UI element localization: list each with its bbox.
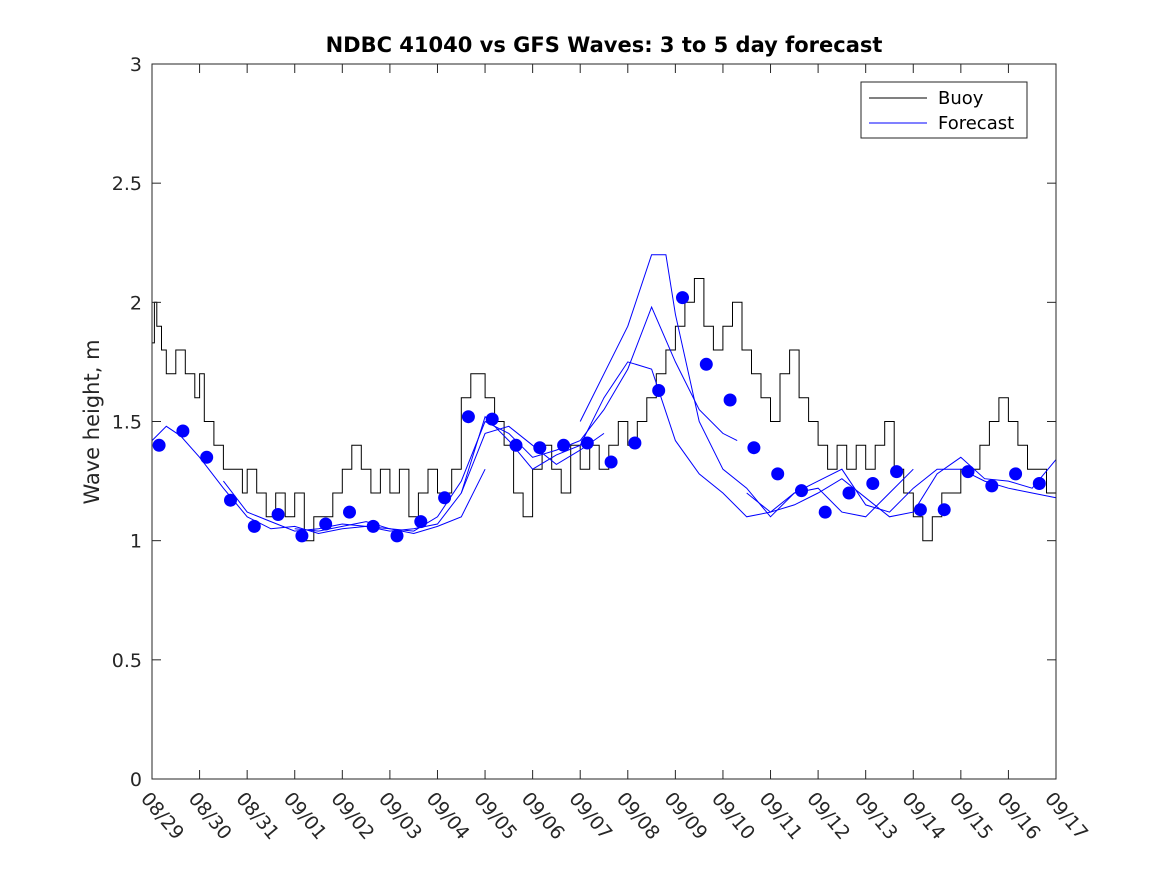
forecast-point <box>652 384 666 397</box>
forecast-point <box>890 465 904 479</box>
forecast-point <box>200 450 214 464</box>
forecast-point <box>771 467 785 481</box>
forecast-point <box>699 357 713 371</box>
forecast-point <box>509 438 523 452</box>
forecast-point <box>319 517 333 531</box>
forecast-point <box>1032 477 1046 490</box>
forecast-point <box>247 519 261 533</box>
forecast-point <box>580 436 594 450</box>
forecast-point <box>604 455 618 469</box>
y-axis-label: Wave height, m <box>80 339 104 504</box>
y-tick-label: 0 <box>130 769 142 791</box>
y-tick-label: 2 <box>130 292 142 314</box>
forecast-point <box>414 515 428 529</box>
forecast-point <box>818 505 832 519</box>
forecast-point <box>366 519 380 533</box>
plot-area <box>151 254 1057 543</box>
forecast-point <box>842 486 856 500</box>
forecast-point <box>1009 467 1023 481</box>
forecast-point <box>152 438 166 452</box>
y-tick-label: 2.5 <box>112 173 142 195</box>
forecast-point <box>295 529 309 543</box>
forecast-series-line-4 <box>460 361 914 518</box>
forecast-point <box>628 436 642 450</box>
y-tick-label: 3 <box>130 54 142 76</box>
forecast-point <box>747 441 761 455</box>
y-tick-label: 0.5 <box>112 650 142 672</box>
forecast-point <box>676 291 689 305</box>
forecast-point <box>390 529 404 543</box>
legend-box <box>860 81 1028 139</box>
forecast-point <box>723 393 737 407</box>
chart-title: NDBC 41040 vs GFS Waves: 3 to 5 day fore… <box>326 33 883 57</box>
forecast-point <box>485 412 499 426</box>
forecast-point <box>913 503 927 517</box>
legend: Buoy Forecast <box>860 81 1028 139</box>
forecast-point <box>557 438 571 452</box>
forecast-series-line-6 <box>746 456 1057 518</box>
forecast-point <box>866 477 880 490</box>
forecast-point <box>985 479 999 493</box>
forecast-point <box>937 503 951 517</box>
legend-label-buoy: Buoy <box>938 88 984 109</box>
legend-label-forecast: Forecast <box>938 113 1014 134</box>
y-tick-label: 1.5 <box>112 412 142 434</box>
forecast-point <box>533 441 547 455</box>
forecast-point <box>224 493 237 507</box>
y-tick-label: 1 <box>130 531 142 553</box>
forecast-point <box>961 465 975 479</box>
forecast-point <box>438 491 452 505</box>
forecast-point <box>795 484 808 498</box>
forecast-point <box>271 508 285 521</box>
forecast-point <box>176 424 190 438</box>
forecast-point <box>461 410 475 424</box>
forecast-point <box>343 505 356 519</box>
